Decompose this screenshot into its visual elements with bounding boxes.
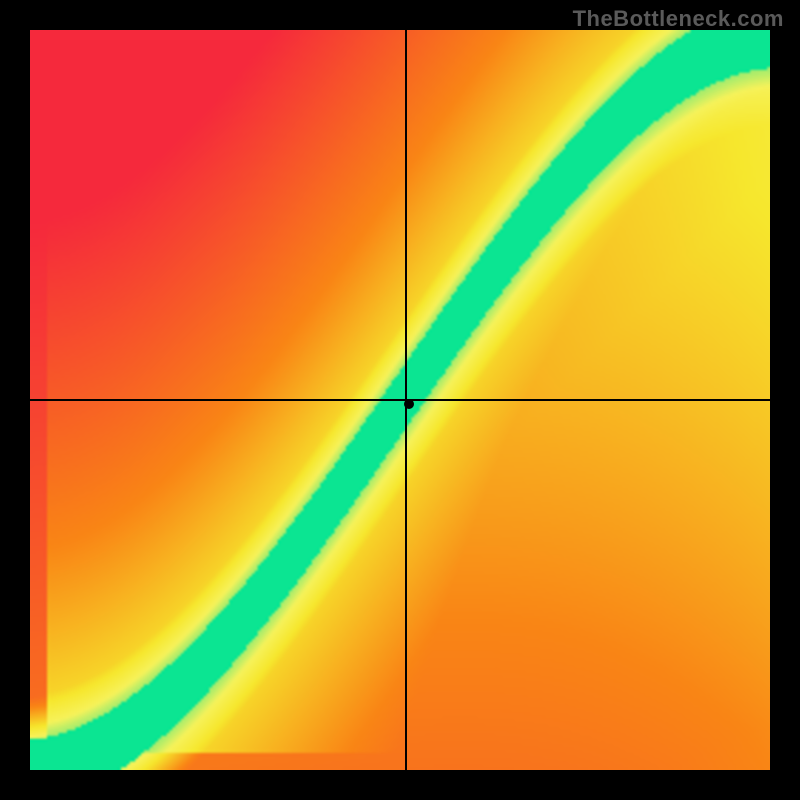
chart-container: TheBottleneck.com <box>0 0 800 800</box>
bottleneck-heatmap <box>30 30 770 770</box>
plot-area <box>30 30 770 770</box>
watermark-text: TheBottleneck.com <box>573 6 784 32</box>
